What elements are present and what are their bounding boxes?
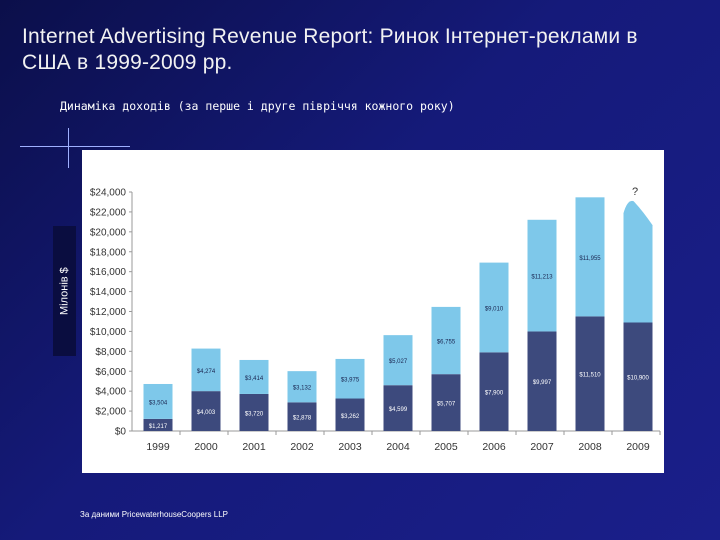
data-label-second-half: $4,274 [197,369,216,375]
x-tick-label: 2000 [194,441,218,453]
data-label-first-half: $5,707 [437,402,456,408]
y-tick-label: $24,000 [90,188,127,199]
x-tick-label: 2008 [578,441,602,453]
data-label-first-half: $7,900 [485,391,504,397]
x-tick-label: 2004 [386,441,410,453]
bar-first-half [383,385,413,431]
bar-first-half [575,316,605,431]
bar-second-half [239,359,269,394]
data-label-first-half: $10,900 [627,376,649,382]
bar-first-half [623,322,653,431]
y-tick-label: $8,000 [95,347,126,358]
y-tick-label: $4,000 [95,387,126,398]
data-label-first-half: $3,720 [245,411,264,417]
data-label-first-half: $1,217 [149,424,168,430]
y-tick-label: $0 [115,427,127,438]
data-label-first-half: $9,997 [533,380,552,386]
data-label-second-half: $3,975 [341,378,360,384]
y-axis-label-background [53,226,76,356]
y-tick-label: $20,000 [90,227,127,238]
data-label-first-half: $3,262 [341,414,360,420]
data-label-first-half: $4,599 [389,407,408,413]
bar-second-half [527,219,557,332]
y-tick-label: $2,000 [95,407,126,418]
bar-first-half [431,374,461,431]
data-label-second-half: $11,955 [579,256,601,262]
x-tick-label: 2002 [290,441,314,453]
bar-second-half [431,306,461,375]
bar-second-half [479,262,509,353]
estimate-annotation: ? [632,186,638,198]
x-tick-label: 2007 [530,441,554,453]
data-label-second-half: $3,414 [245,376,264,382]
chart-subtitle: Динаміка доходів (за перше і друге піврі… [60,99,455,113]
data-label-second-half: $9,010 [485,306,504,312]
y-axis-label: Мілонів $ [58,267,71,315]
bar-second-half [191,348,221,392]
data-label-second-half: $5,027 [389,359,408,365]
chart-panel: $0 $2,000 $4,000 $6,000 $8,000 $10,000 $12,000… [82,150,664,473]
bar-second-half [335,358,365,399]
bar-second-half [287,371,317,403]
bar-first-half [287,402,317,431]
bar-second-half [383,335,413,386]
slide-title: Internet Advertising Revenue Report: Рин… [22,25,638,74]
y-tick-label: $22,000 [90,207,127,218]
decorative-line-vertical [68,128,69,168]
data-label-first-half: $2,878 [293,416,312,422]
x-tick-label: 2003 [338,441,362,453]
y-tick-label: $18,000 [90,247,127,258]
x-tick-label: 2009 [626,441,650,453]
x-tick-label: 2006 [482,441,506,453]
bar-second-half [575,197,605,317]
bar-first-half [335,398,365,431]
bar-first-half [143,418,173,431]
y-tick-label: $12,000 [90,307,127,318]
decorative-line-horizontal [20,146,130,147]
data-label-second-half: $3,504 [149,400,168,406]
bar-second-half [143,383,173,419]
bar-first-half [239,393,269,431]
bar-second-half-estimate [623,200,653,323]
data-label-second-half: $11,213 [531,275,553,281]
x-tick-label: 1999 [146,441,170,453]
x-tick-label: 2001 [242,441,266,453]
bar-first-half [479,352,509,431]
bar-first-half [527,331,557,431]
revenue-bar-chart: $0 $2,000 $4,000 $6,000 $8,000 $10,000 $12,000… [90,186,661,453]
data-label-first-half: $11,510 [579,373,601,379]
data-label-second-half: $3,132 [293,386,312,392]
y-tick-label: $10,000 [90,327,127,338]
bar-first-half [191,391,221,431]
x-tick-label: 2005 [434,441,458,453]
y-tick-label: $14,000 [90,287,127,298]
data-label-second-half: $6,755 [437,340,456,346]
y-tick-label: $6,000 [95,367,126,378]
data-label-first-half: $4,003 [197,410,216,416]
source-note: За даними PricewaterhouseCoopers LLP [80,510,228,519]
y-tick-label: $16,000 [90,267,127,278]
